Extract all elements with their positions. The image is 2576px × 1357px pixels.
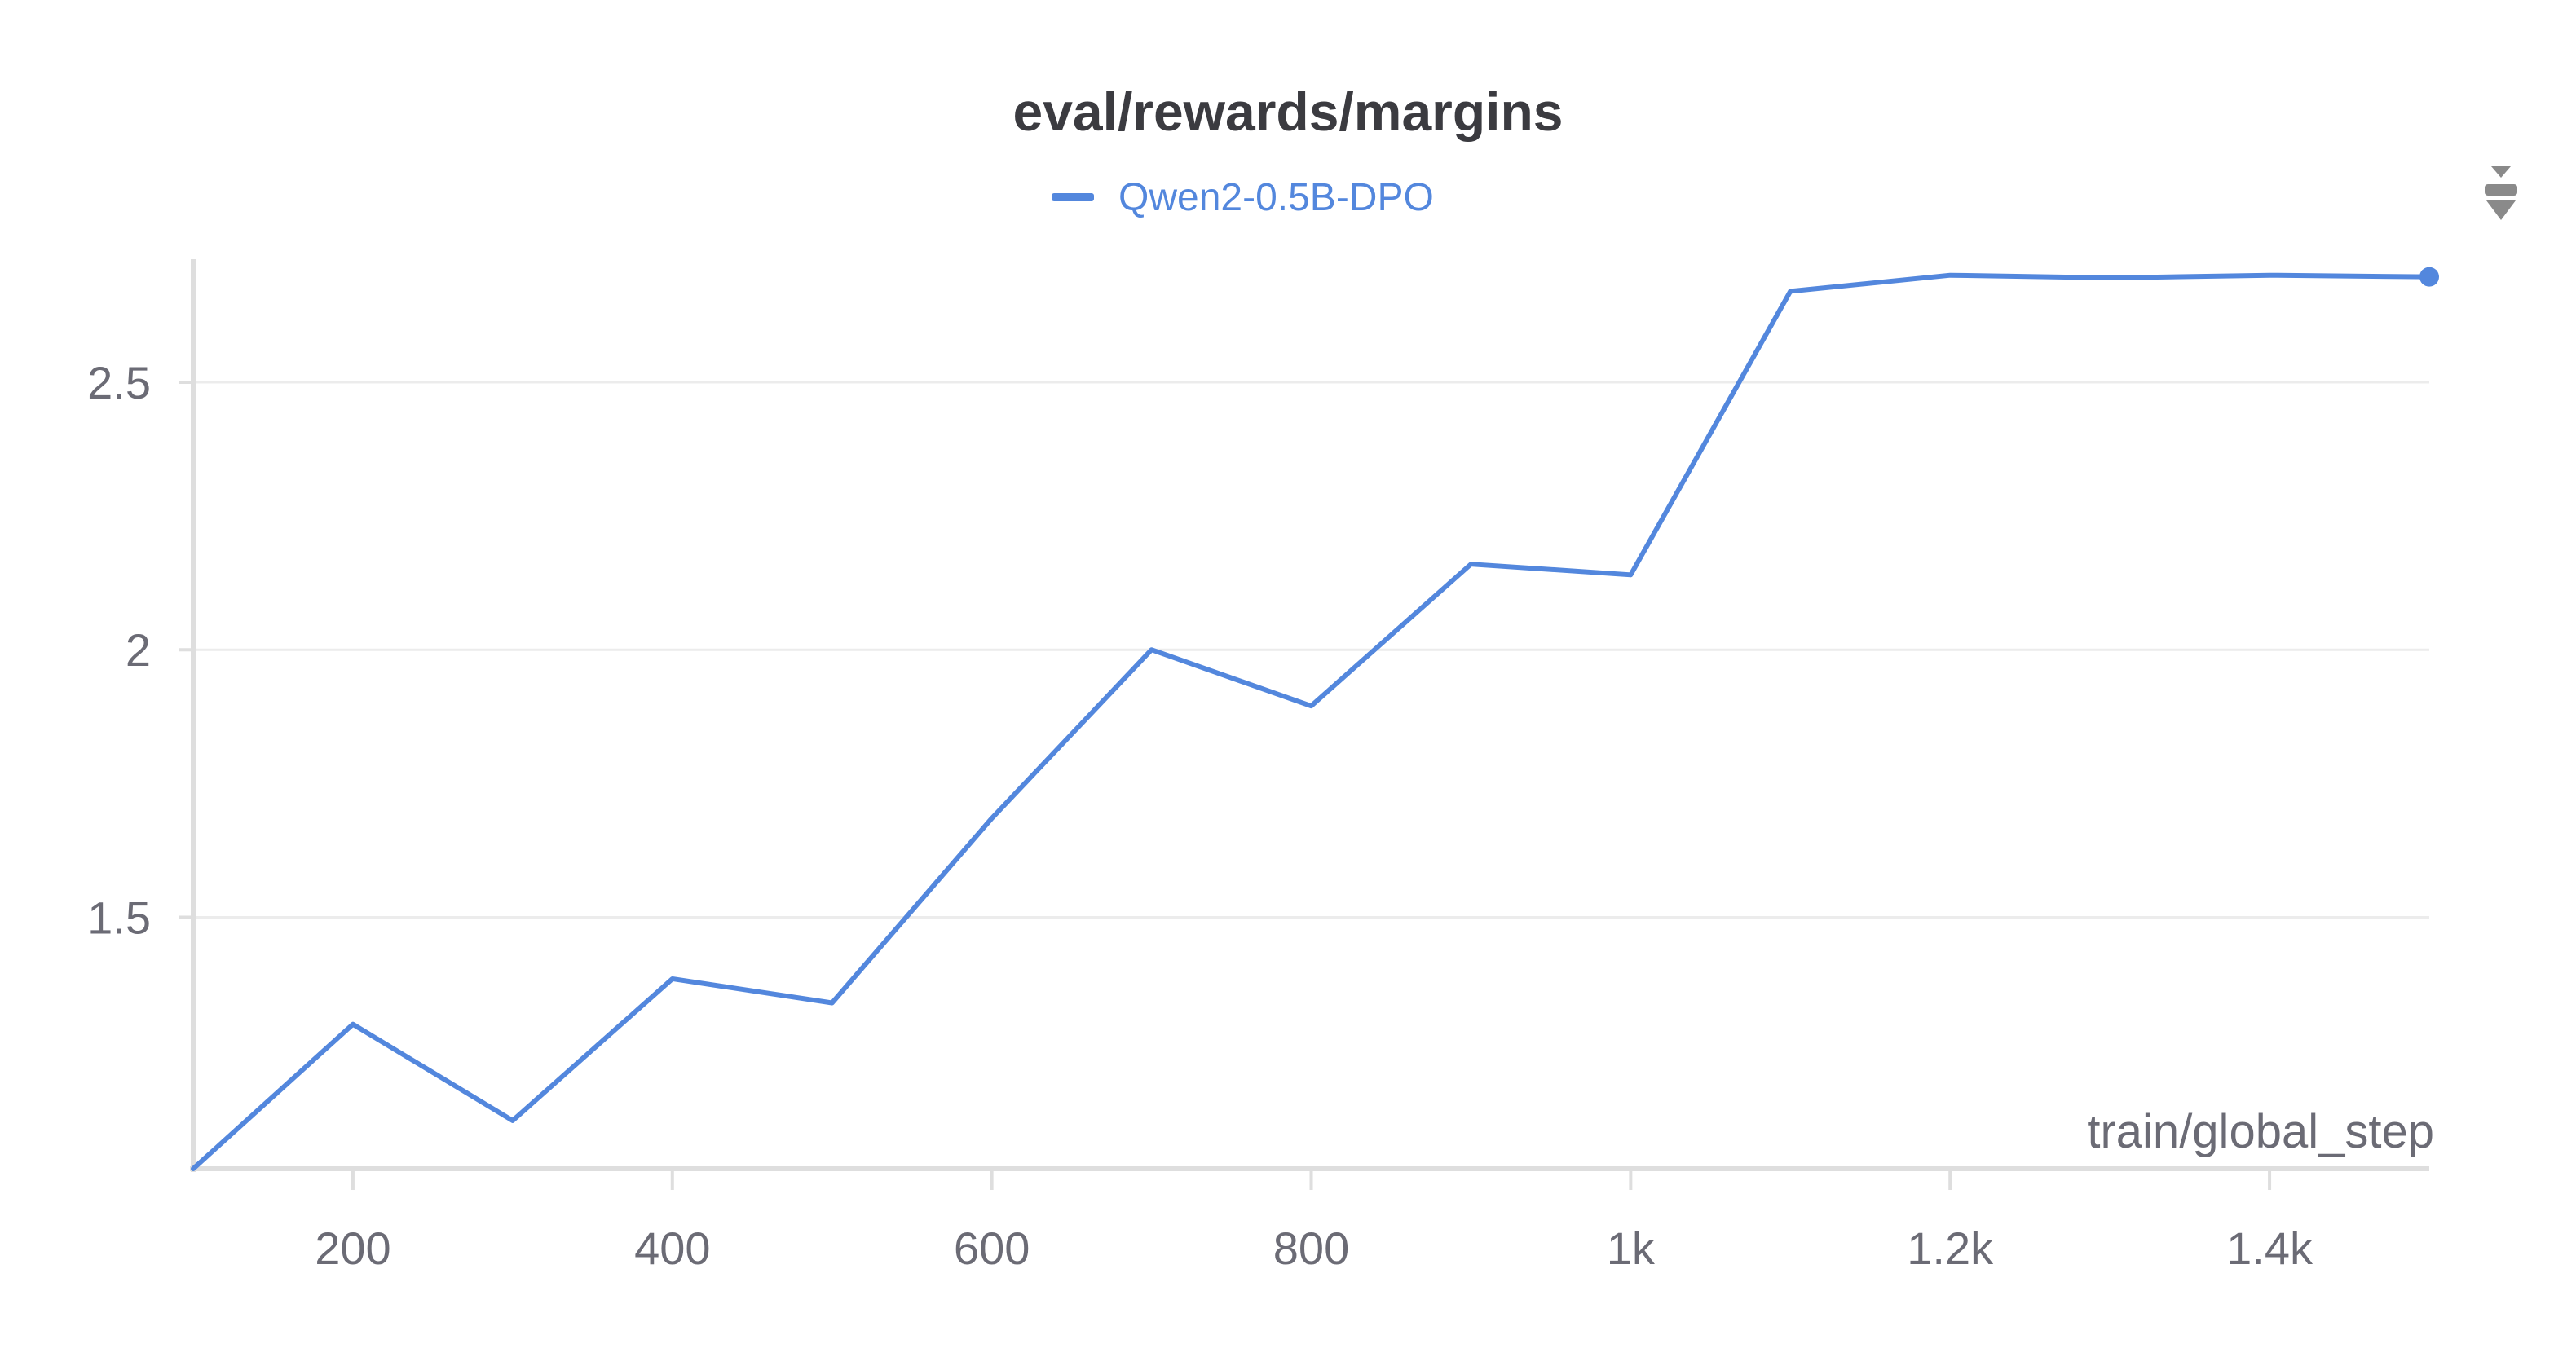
legend-label: Qwen2-0.5B-DPO [1118, 176, 1434, 219]
sort-icon-bar [2485, 184, 2517, 196]
x-tick-label: 800 [1273, 1223, 1349, 1274]
axes [179, 259, 2429, 1190]
chevron-down-icon [2486, 200, 2516, 220]
series-endpoint-marker[interactable] [2419, 267, 2439, 287]
series-line[interactable] [191, 272, 2432, 1171]
chevron-up-icon [2491, 166, 2511, 178]
tick-labels: 1.5 2 2.5 200 400 600 800 1k 1.2k 1.4k [87, 357, 2314, 1274]
y-tick-label: 2.5 [87, 357, 151, 408]
x-axis-label: train/global_step [2087, 1105, 2434, 1158]
chevron-sort-icon [2485, 166, 2517, 220]
grid [193, 381, 2429, 919]
series-layer [191, 267, 2439, 1171]
chart-menu-button[interactable] [2485, 166, 2517, 220]
x-tick-label: 600 [954, 1223, 1030, 1274]
legend-swatch [1052, 193, 1094, 201]
y-tick-label: 1.5 [87, 892, 151, 943]
x-tick-label: 1.4k [2226, 1223, 2314, 1274]
x-tick-label: 1k [1607, 1223, 1656, 1274]
chart-title: eval/rewards/margins [1012, 82, 1563, 142]
legend[interactable]: Qwen2-0.5B-DPO [1052, 176, 1434, 219]
x-tick-label: 1.2k [1907, 1223, 1994, 1274]
x-tick-label: 400 [634, 1223, 710, 1274]
x-tick-label: 200 [315, 1223, 390, 1274]
y-tick-label: 2 [126, 624, 151, 676]
